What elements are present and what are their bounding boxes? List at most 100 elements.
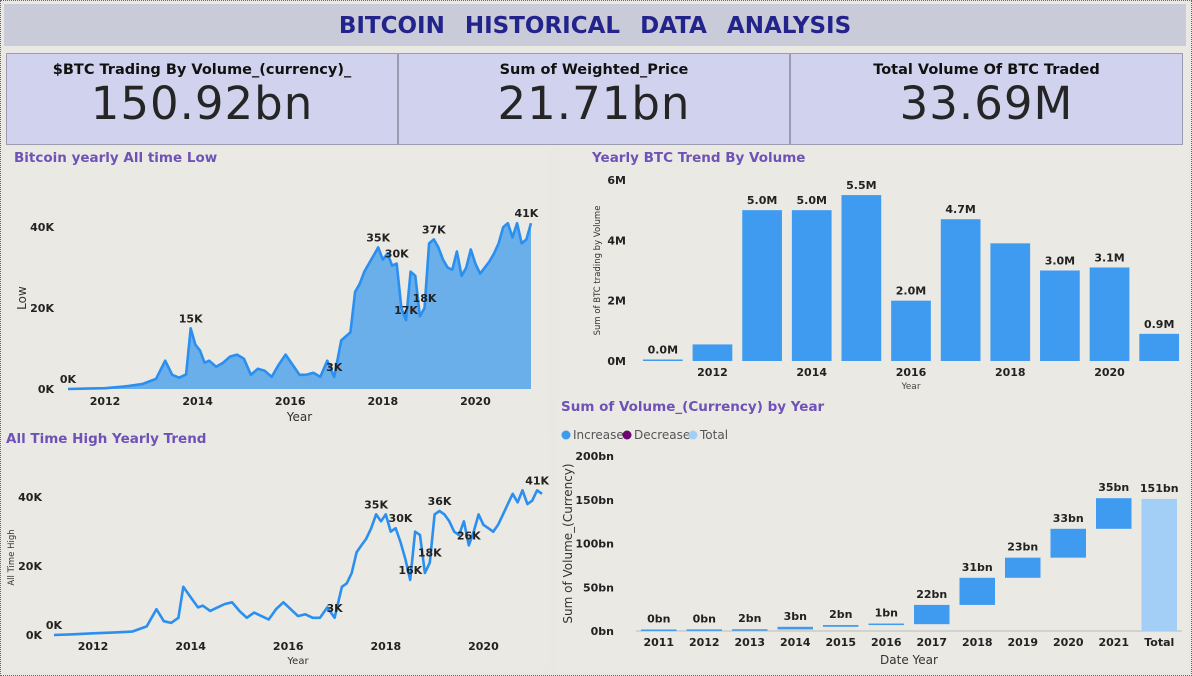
low-area-chart: 0K 20K 40K 2012 2014 2016 2018 2020 0K 15K 3K 35K 30… [15, 207, 539, 424]
bar [990, 243, 1031, 361]
x-tick-label: 2016 [896, 366, 927, 379]
x-tick-label: 2014 [780, 636, 811, 649]
chart-panel-yearly-volume[interactable]: Yearly BTC Trend By Volume 0M 2M 4M 6M 0.0M 2… [560, 145, 1186, 393]
y-tick-label: 6M [607, 174, 626, 187]
increase-bar [823, 625, 859, 627]
chart-title: Sum of Volume_(Currency) by Year [561, 399, 825, 415]
data-label: 0K [46, 619, 63, 632]
data-label: 30K [389, 512, 413, 525]
bar [940, 219, 981, 361]
increase-bar [641, 629, 677, 631]
x-tick-label: 2016 [871, 636, 902, 649]
x-tick-label: 2012 [689, 636, 720, 649]
y-tick-label: 4M [607, 234, 626, 247]
data-label: 36K [428, 495, 452, 508]
bar-value-label: 5.5M [846, 179, 876, 192]
x-tick-label: 2020 [460, 395, 491, 408]
x-tick-label: 2018 [962, 636, 993, 649]
x-tick-label: 2018 [995, 366, 1026, 379]
y-axis-title: Sum of BTC trading by Volume [593, 206, 603, 336]
data-label: 16K [398, 564, 422, 577]
bar-value-label: 0bn [647, 613, 670, 626]
bar [791, 210, 832, 361]
x-tick-label: 2019 [1007, 636, 1038, 649]
y-tick-label: 2M [607, 295, 626, 308]
x-tick-label: 2014 [182, 395, 213, 408]
x-tick-label: 2017 [916, 636, 947, 649]
data-label: 0K [60, 373, 77, 386]
chart-panel-all-time-high[interactable]: All Time High Yearly Trend 0K 20K 40K 2012 2… [2, 428, 550, 670]
kpi-value: 150.92bn [90, 77, 314, 130]
increase-bar [732, 629, 768, 631]
y-tick-label: 50bn [583, 581, 614, 594]
chart-panel-all-time-low[interactable]: Bitcoin yearly All time Low 0K 20K 40K 2012… [6, 147, 548, 427]
bar [1089, 267, 1130, 361]
bar-value-label: 2bn [829, 608, 852, 621]
y-tick-label: 0K [26, 629, 43, 642]
volume-bar-chart: 0M 2M 4M 6M 0.0M 2012 5.0M 5.0M 2014 5.5M 2.0M 2016… [593, 174, 1180, 392]
x-tick-label: 2020 [1094, 366, 1125, 379]
bar-value-label: 5.0M [797, 194, 827, 207]
kpi-card-weighted-price[interactable]: Sum of Weighted_Price 21.71bn [398, 53, 790, 145]
kpi-card-trading-volume[interactable]: $BTC Trading By Volume_(currency)_ 150.9… [6, 53, 398, 145]
increase-bar [1050, 528, 1086, 558]
data-label: 41K [525, 474, 549, 487]
kpi-card-total-volume[interactable]: Total Volume Of BTC Traded 33.69M [790, 53, 1183, 145]
chart-panel-volume-currency[interactable]: Sum of Volume_(Currency) by Year Increas… [556, 396, 1186, 672]
data-label: 18K [418, 547, 442, 560]
x-tick-label: 2012 [697, 366, 728, 379]
chart-title: All Time High Yearly Trend [6, 431, 207, 447]
legend-marker [561, 430, 571, 440]
waterfall-chart: Increase Decrease Total 0bn 50bn 100bn 150bn 20… [561, 428, 1182, 667]
x-axis-title: Year [900, 382, 920, 392]
data-label: 18K [413, 292, 437, 305]
bar [841, 195, 882, 361]
bar-value-label: 5.0M [747, 194, 777, 207]
series-line [67, 221, 533, 391]
bar-value-label: 23bn [1007, 541, 1038, 554]
increase-bar [1005, 557, 1041, 578]
legend-label: Decrease [634, 428, 690, 442]
data-label: 3K [327, 602, 344, 615]
x-tick-label: 2018 [371, 640, 402, 653]
bar-value-label: 31bn [962, 561, 993, 574]
y-axis-title: Sum of Volume_(Currency) [561, 463, 575, 623]
data-label: 35K [366, 231, 390, 244]
bar [742, 210, 782, 361]
bar-value-label: 0.9M [1144, 318, 1174, 331]
chart-title: Bitcoin yearly All time Low [14, 150, 218, 166]
y-axis-title: Low [15, 286, 29, 310]
data-label: 30K [385, 248, 409, 261]
increase-bar [777, 626, 813, 630]
kpi-value: 21.71bn [497, 77, 691, 130]
increase-bar [1096, 498, 1132, 529]
x-tick-label: 2012 [90, 395, 121, 408]
kpi-label: Sum of Weighted_Price [499, 62, 689, 78]
legend-label: Total [699, 428, 728, 442]
x-tick-label: 2018 [368, 395, 399, 408]
bar-value-label: 35bn [1098, 481, 1129, 494]
increase-bar [959, 577, 995, 605]
bar [1139, 333, 1180, 361]
x-tick-label: 2016 [275, 395, 306, 408]
total-bar [1141, 498, 1177, 631]
x-tick-label: 2014 [175, 640, 206, 653]
y-tick-label: 40K [18, 491, 42, 504]
series-line [53, 489, 543, 637]
data-label: 17K [394, 304, 418, 317]
x-tick-label: 2020 [468, 640, 499, 653]
chart-title: Yearly BTC Trend By Volume [592, 150, 806, 166]
kpi-value: 33.69M [899, 77, 1074, 130]
x-tick-label: 2016 [273, 640, 304, 653]
bar-value-label: 2.0M [896, 285, 926, 298]
x-tick-label: Total [1144, 636, 1174, 649]
y-tick-label: 150bn [575, 494, 614, 507]
y-tick-label: 200bn [575, 450, 614, 463]
series-area [68, 223, 531, 389]
bar-value-label: 22bn [916, 588, 947, 601]
bar-value-label: 151bn [1140, 482, 1179, 495]
x-tick-label: 2013 [734, 636, 765, 649]
legend-label: Increase [573, 428, 624, 442]
y-tick-label: 20K [18, 560, 42, 573]
